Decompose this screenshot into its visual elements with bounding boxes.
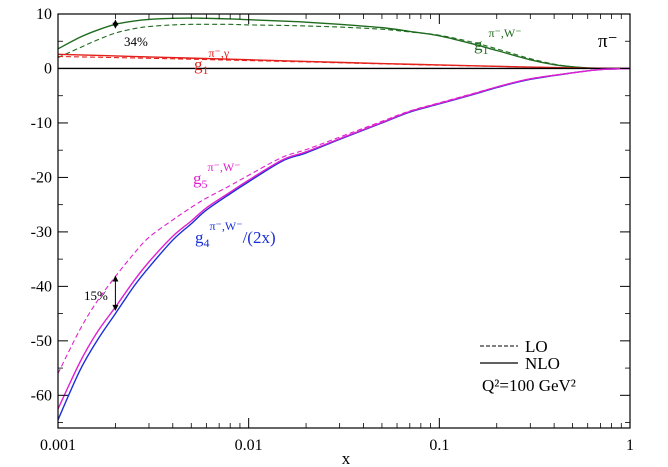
series-2: [57, 53, 631, 70]
ticks-layer: 0.001 0.01 0.1 1 10 0 -10 -20 -30 -40 -50 -60: [31, 6, 634, 454]
y-tick-label: -50: [31, 333, 52, 350]
annotations-layer: [112, 19, 119, 311]
annotation-arrow-0: [112, 19, 119, 29]
annotation-34-percent: 34%: [124, 34, 148, 49]
x-tick-label: 1: [626, 437, 634, 454]
legend-lo-label: LO: [525, 337, 548, 356]
curve-label-g1-gamma-sup: π⁻,γ: [209, 46, 230, 60]
curve-label-g5-w: g5π⁻,W⁻: [193, 160, 241, 191]
y-tick-label: -20: [31, 169, 52, 186]
y-tick-label: -40: [31, 278, 52, 295]
legend-nlo-label: NLO: [525, 354, 560, 373]
series-1: [57, 23, 631, 70]
y-tick-label: -10: [31, 115, 52, 132]
y-tick-label: -30: [31, 224, 52, 241]
curve-label-g1-w: g1π⁻,W⁻: [474, 26, 522, 57]
curve-label-g4-w-suffix: /(2x): [243, 228, 276, 247]
legend: LO NLO Q²=100 GeV²: [480, 337, 576, 395]
curve-label-g1-gamma-base: g: [194, 55, 203, 74]
curve-label-g4-w: g4π⁻,W⁻/(2x): [195, 219, 276, 250]
curve-label-g5-w-sup: π⁻,W⁻: [208, 160, 241, 174]
curve-label-g1-gamma-sub: 1: [203, 63, 209, 77]
plot-frame: [57, 13, 631, 429]
y-tick-label: -60: [31, 387, 52, 404]
curve-label-g1-w-sub: 1: [483, 43, 489, 57]
y-tick-label: 0: [44, 60, 52, 77]
x-tick-label: 0.01: [235, 437, 263, 454]
curve-label-g4-w-sub: 4: [204, 236, 210, 250]
curve-label-g4-w-sup: π⁻,W⁻: [210, 219, 243, 233]
curve-label-g1-w-base: g: [474, 35, 483, 54]
x-tick-label: 0.1: [429, 437, 449, 454]
x-axis-label: x: [342, 449, 351, 467]
curve-label-g5-w-sub: 5: [202, 177, 208, 191]
y-tick-label: 10: [36, 6, 52, 23]
curves-layer: [57, 17, 631, 421]
legend-scale-note: Q²=100 GeV²: [482, 376, 576, 395]
curve-label-g5-w-base: g: [193, 169, 202, 188]
curve-label-g1-w-sup: π⁻,W⁻: [489, 26, 522, 40]
annotation-15-percent: 15%: [84, 288, 108, 303]
panel-label: π⁻: [598, 31, 618, 52]
x-tick-label: 0.001: [40, 437, 76, 454]
curve-label-g1-gamma: g1π⁻,γ: [194, 46, 230, 77]
series-7: [57, 67, 631, 374]
annotation-arrow-1: [112, 275, 119, 311]
curve-label-g4-w-base: g: [195, 228, 204, 247]
